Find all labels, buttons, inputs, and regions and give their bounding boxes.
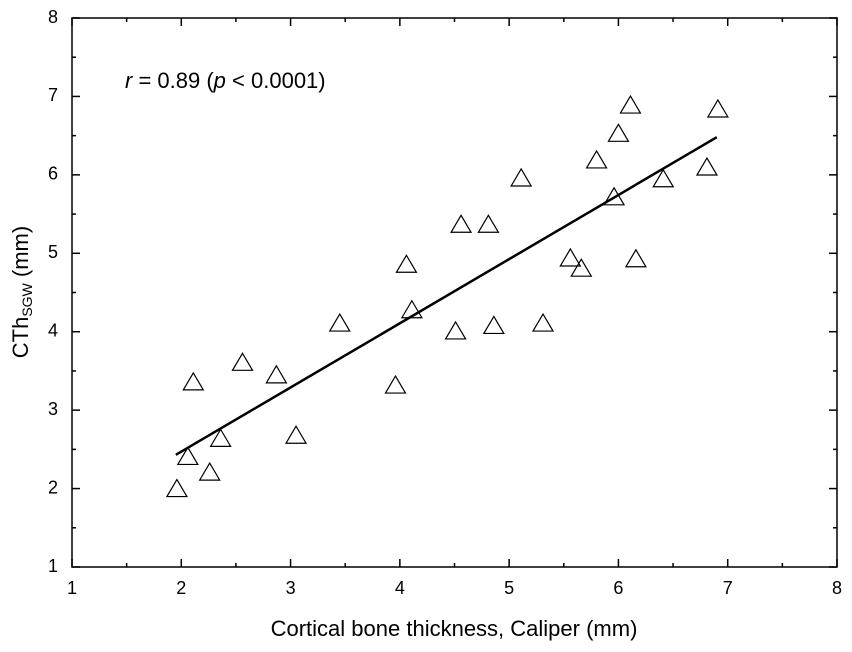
y-tick-label: 6 — [48, 164, 58, 184]
x-axis-label: Cortical bone thickness, Caliper (mm) — [271, 616, 638, 641]
data-point — [231, 352, 254, 371]
data-point — [706, 98, 729, 118]
data-point — [531, 312, 555, 332]
annotation-value: = 0.89 ( — [132, 68, 214, 93]
data-point — [284, 425, 308, 444]
y-tick-label: 3 — [48, 399, 58, 419]
data-point — [384, 374, 407, 394]
data-point — [265, 364, 288, 384]
annotation: r = 0.89 (p < 0.0001) — [125, 68, 326, 93]
x-tick-label: 1 — [67, 578, 77, 598]
x-tick-label: 5 — [504, 578, 514, 598]
data-point — [444, 320, 467, 340]
annotation-r: r — [125, 68, 134, 93]
data-point — [482, 315, 505, 335]
annotation-p: p — [213, 68, 226, 93]
x-tick-label: 8 — [832, 578, 842, 598]
x-tick-label: 2 — [176, 578, 186, 598]
x-tick-label: 3 — [286, 578, 296, 598]
data-point — [209, 428, 232, 447]
data-point — [477, 214, 500, 233]
y-tick-label: 7 — [48, 85, 58, 105]
x-tick-label: 6 — [613, 578, 623, 598]
data-point — [395, 254, 418, 273]
data-point — [652, 168, 675, 188]
data-point — [165, 478, 188, 498]
data-point — [450, 214, 473, 233]
data-point — [510, 167, 533, 187]
y-tick-label: 5 — [48, 242, 58, 262]
data-point — [603, 186, 626, 206]
data-point — [607, 123, 630, 142]
y-tick-label: 8 — [48, 7, 58, 27]
y-label-main: CTh — [8, 317, 33, 359]
data-point — [182, 371, 205, 391]
data-point — [570, 258, 593, 277]
x-tick-label: 7 — [723, 578, 733, 598]
data-point — [624, 248, 647, 268]
data-point — [695, 156, 718, 176]
x-tick-label: 4 — [395, 578, 405, 598]
y-label-unit: (mm) — [8, 226, 33, 283]
data-point — [328, 312, 351, 332]
data-point — [198, 461, 221, 481]
y-tick-label: 2 — [48, 477, 58, 497]
data-point — [619, 94, 642, 114]
y-label-sub: SGW — [19, 282, 35, 316]
data-point — [400, 299, 423, 319]
y-tick-label: 4 — [48, 320, 58, 340]
y-axis-label: CThSGW (mm) — [8, 226, 35, 358]
data-point — [559, 247, 582, 267]
data-point — [176, 446, 199, 466]
annotation-pvalue: < 0.0001) — [226, 68, 326, 93]
y-tick-label: 1 — [48, 556, 58, 576]
data-point — [585, 149, 608, 169]
fit-line — [175, 136, 718, 456]
